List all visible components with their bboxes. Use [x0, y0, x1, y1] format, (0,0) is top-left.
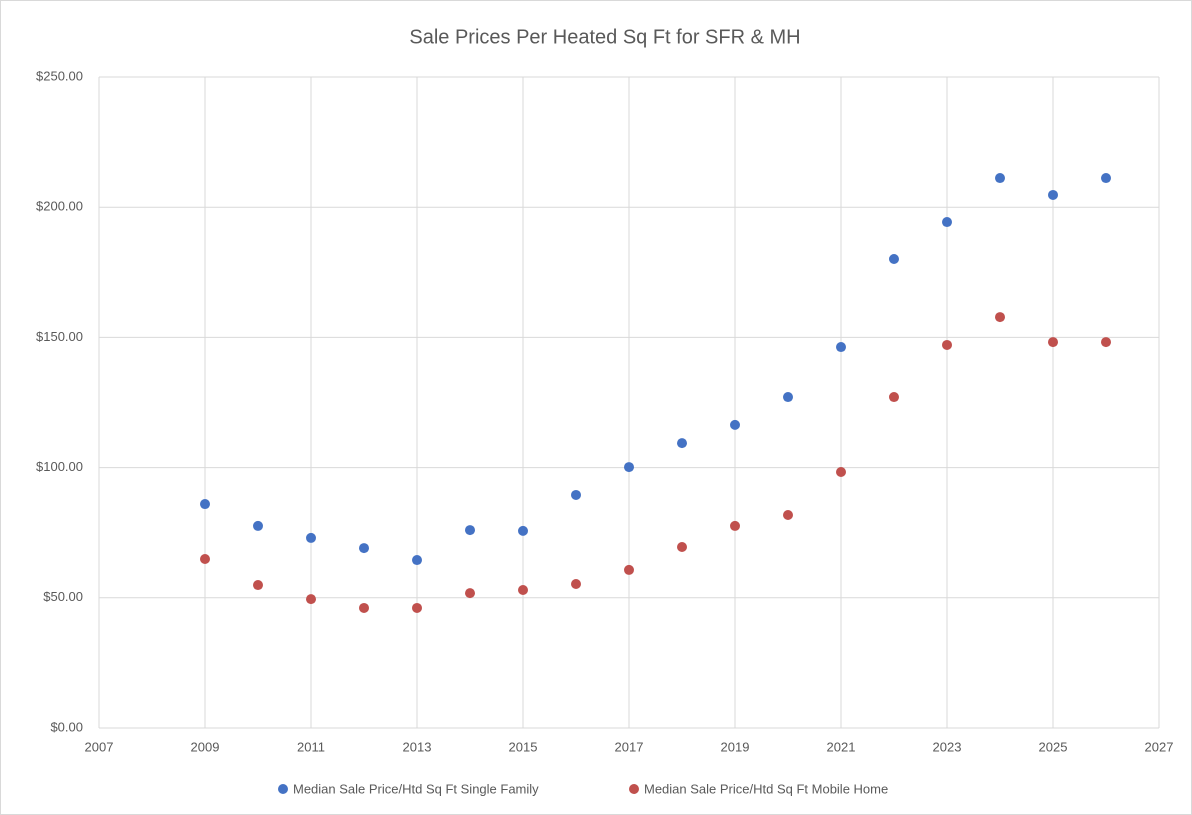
data-point: [730, 419, 740, 430]
data-point: [1048, 189, 1058, 200]
data-point: [200, 499, 210, 510]
data-point: [412, 555, 422, 566]
data-point: [677, 438, 687, 449]
data-point: [889, 254, 899, 265]
data-point: [518, 584, 528, 595]
legend-marker: [278, 784, 288, 794]
data-point: [624, 462, 634, 473]
y-tick-label: $200.00: [36, 199, 83, 214]
data-point: [836, 342, 846, 353]
data-point: [253, 520, 263, 531]
data-point: [412, 602, 422, 613]
data-point: [624, 564, 634, 575]
y-tick-label: $0.00: [50, 719, 83, 734]
x-tick-label: 2011: [297, 739, 325, 754]
data-point: [942, 217, 952, 228]
legend-label: Median Sale Price/Htd Sq Ft Mobile Home: [644, 781, 888, 796]
data-point: [942, 339, 952, 350]
x-tick-label: 2027: [1145, 739, 1174, 754]
data-point: [253, 580, 263, 591]
data-point: [995, 312, 1005, 323]
x-tick-label: 2013: [403, 739, 432, 754]
x-tick-label: 2023: [933, 739, 962, 754]
data-point: [306, 594, 316, 605]
data-point: [889, 392, 899, 403]
legend-label: Median Sale Price/Htd Sq Ft Single Famil…: [293, 781, 539, 796]
data-point: [571, 578, 581, 589]
x-tick-label: 2017: [615, 739, 644, 754]
chart-title: Sale Prices Per Heated Sq Ft for SFR & M…: [409, 26, 800, 48]
data-point: [1101, 173, 1111, 184]
data-point: [306, 532, 316, 543]
data-point: [571, 489, 581, 500]
data-point: [783, 392, 793, 403]
y-tick-label: $250.00: [36, 68, 83, 83]
legend-marker: [629, 784, 639, 794]
data-point: [200, 554, 210, 565]
data-point: [465, 588, 475, 599]
data-point: [783, 509, 793, 520]
y-tick-label: $100.00: [36, 459, 83, 474]
data-point: [359, 602, 369, 613]
x-tick-label: 2015: [509, 739, 538, 754]
data-point: [995, 173, 1005, 184]
data-point: [677, 542, 687, 553]
data-point: [1048, 337, 1058, 348]
x-tick-label: 2019: [721, 739, 750, 754]
x-tick-label: 2009: [191, 739, 220, 754]
data-point: [359, 543, 369, 554]
data-point: [518, 525, 528, 536]
data-point: [465, 525, 475, 536]
y-tick-label: $150.00: [36, 329, 83, 344]
data-point: [1101, 337, 1111, 348]
data-point: [730, 520, 740, 531]
x-tick-label: 2025: [1039, 739, 1068, 754]
x-tick-label: 2007: [85, 739, 114, 754]
y-tick-label: $50.00: [43, 589, 83, 604]
data-point: [836, 467, 846, 478]
x-tick-label: 2021: [827, 739, 856, 754]
